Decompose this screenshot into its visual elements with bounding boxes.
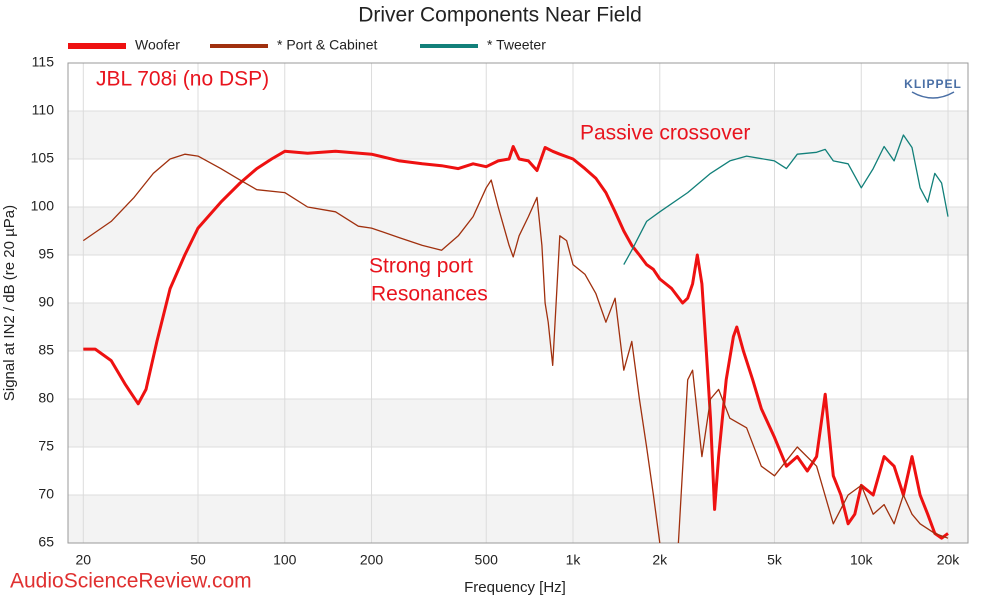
- annotation: Resonances: [371, 283, 488, 306]
- x-tick-label: 2k: [652, 552, 668, 568]
- x-tick-label: 1k: [566, 552, 582, 568]
- logo-arc: [911, 91, 955, 99]
- y-tick-label: 90: [38, 294, 54, 310]
- annotation: Strong port: [369, 255, 473, 278]
- y-tick-label: 100: [31, 198, 55, 214]
- y-tick-label: 65: [38, 534, 54, 550]
- x-tick-label: 50: [190, 552, 206, 568]
- plot-frame: [67, 62, 969, 544]
- x-tick-label: 10k: [850, 552, 874, 568]
- x-tick-label: 20: [76, 552, 92, 568]
- chart-title: Driver Components Near Field: [358, 4, 642, 27]
- y-tick-label: 105: [31, 150, 55, 166]
- annotation: JBL 708i (no DSP): [96, 68, 269, 91]
- legend-label: Woofer: [135, 37, 180, 53]
- x-axis-label: Frequency [Hz]: [464, 579, 566, 596]
- x-tick-label: 5k: [767, 552, 783, 568]
- grid-band: [68, 495, 968, 543]
- watermark: AudioScienceReview.com: [10, 570, 252, 593]
- y-tick-label: 95: [38, 246, 54, 262]
- y-tick-label: 75: [38, 438, 54, 454]
- y-tick-label: 80: [38, 390, 54, 406]
- y-tick-label: 70: [38, 486, 54, 502]
- grid-band: [68, 111, 968, 159]
- grid-band: [68, 207, 968, 255]
- plot-area: [67, 62, 969, 544]
- y-axis-label: Signal at IN2 / dB (re 20 µPa): [1, 205, 18, 401]
- series-line: [623, 134, 949, 265]
- y-tick-label: 85: [38, 342, 54, 358]
- series-line: [83, 145, 949, 540]
- x-tick-label: 500: [475, 552, 499, 568]
- y-tick-label: 110: [32, 102, 55, 118]
- grid-band: [68, 303, 968, 351]
- grid-band: [68, 399, 968, 447]
- x-tick-label: 20k: [937, 552, 961, 568]
- logo: KLIPPEL: [904, 77, 962, 91]
- x-tick-label: 100: [273, 552, 297, 568]
- y-tick-label: 115: [32, 54, 55, 70]
- legend-label: * Port & Cabinet: [277, 37, 377, 53]
- legend-label: * Tweeter: [487, 37, 546, 53]
- annotation: Passive crossover: [580, 122, 750, 145]
- series-line: [82, 153, 949, 543]
- x-tick-label: 200: [360, 552, 384, 568]
